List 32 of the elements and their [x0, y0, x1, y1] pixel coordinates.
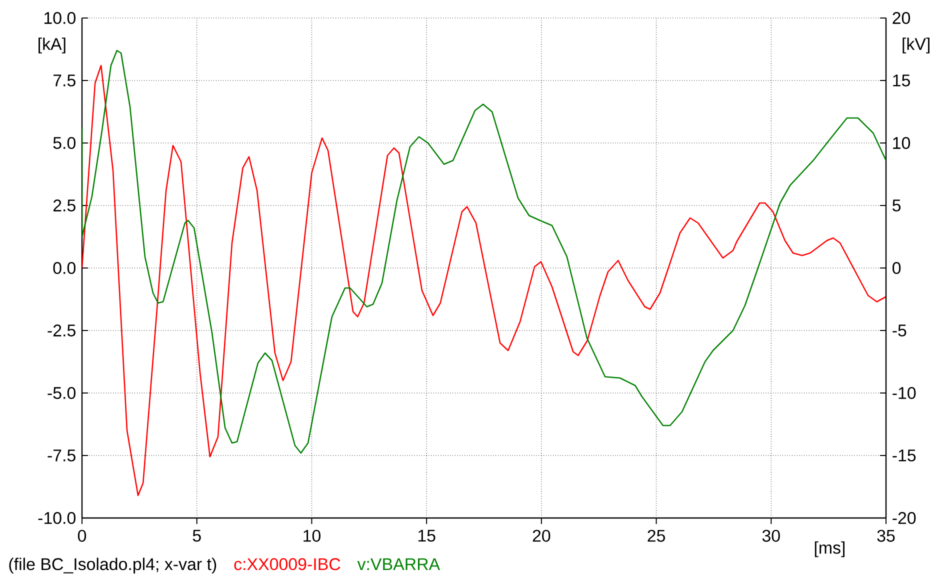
x-tick-label: 5: [192, 530, 201, 542]
y-tick-label: -10.0: [38, 512, 76, 524]
x-tick-label: 25: [648, 530, 665, 542]
x-tick-label: 10: [304, 530, 320, 542]
y-tick-label: 7.5: [53, 74, 76, 86]
x-tick-label: 30: [762, 530, 780, 542]
y-tick-label: -5.0: [48, 387, 76, 399]
y2-tick-label: -5: [892, 324, 906, 336]
y2-tick-label: 0: [892, 262, 901, 274]
y-axis-title: [kA]: [38, 38, 66, 54]
y-tick-label: 10.0: [44, 12, 76, 24]
x-tick-label: 0: [78, 530, 86, 542]
y-tick-label: 0.0: [53, 262, 76, 274]
text: v:VBARRA: [357, 558, 440, 570]
x-axis-title: [ms]: [814, 541, 845, 558]
text: (file BC_Isolado.pl4; x-var t): [9, 558, 216, 574]
y2-axis-title: [kV]: [902, 38, 930, 54]
y2-tick-label: -20: [892, 512, 916, 524]
y2-tick-label: 10: [893, 137, 910, 149]
y-tick-label: 2.5: [53, 200, 76, 212]
y-tick-label: 5.0: [53, 137, 76, 149]
x-tick-label: 15: [418, 530, 436, 542]
y2-tick-label: -15: [892, 450, 916, 462]
x-tick-label: 20: [532, 530, 550, 542]
y2-tick-label: 5: [892, 200, 901, 212]
x-tick-label: 35: [877, 530, 895, 542]
y-tick-label: -2.5: [48, 324, 76, 336]
y2-tick-label: -10: [892, 387, 916, 399]
y2-tick-label: 15: [893, 74, 910, 86]
y2-tick-label: 20: [892, 12, 910, 24]
text: c:XX0009-IBC: [234, 558, 340, 570]
y-tick-label: -7.5: [48, 450, 76, 462]
